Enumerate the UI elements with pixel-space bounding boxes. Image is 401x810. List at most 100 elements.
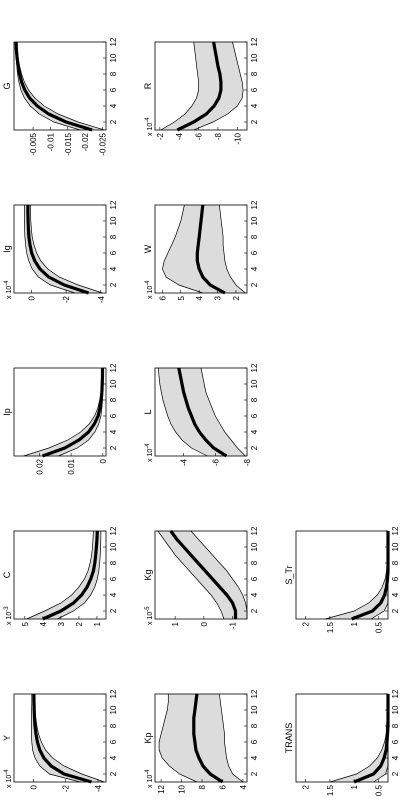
band-lower-line (219, 693, 244, 783)
x-tick-label: 2 (250, 608, 259, 613)
x-tick-label: 10 (391, 705, 400, 714)
x-tick-label: 10 (250, 705, 259, 714)
x-tick-label: 4 (391, 755, 400, 760)
y-tick-label: -2 (62, 295, 71, 303)
axes-box (154, 41, 248, 131)
x-tick-label: 4 (109, 266, 118, 271)
band-area (26, 531, 101, 619)
x-tick-label: 2 (109, 771, 118, 776)
x-tick-label: 8 (250, 723, 259, 728)
axes-box (13, 204, 107, 294)
x-tick-label: 2 (109, 282, 118, 287)
panel-7: 2 4 6 8 10 12 -8 -6 -4 x 10-4 L (143, 363, 259, 466)
y-tick-label: 5 (177, 295, 186, 300)
y-tick-label: 0 (29, 784, 38, 789)
x-tick-label: 4 (250, 266, 259, 271)
x-tick-label: 12 (391, 526, 400, 535)
axes-box (13, 41, 107, 131)
panel-8: 2 4 6 8 10 12 2 3 4 5 6 x 10-4 W (143, 200, 259, 300)
median-line (42, 368, 105, 458)
axis-multiplier: x 10-4 (145, 280, 154, 299)
x-tick-label: 2 (250, 771, 259, 776)
x-tick-label: 12 (109, 526, 118, 535)
x-tick-label: 10 (391, 542, 400, 551)
y-tick-label: 1 (93, 621, 102, 626)
x-tick-label: 8 (391, 723, 400, 728)
median-line (26, 205, 90, 295)
x-tick-label: 10 (109, 216, 118, 225)
axes-box (13, 530, 107, 620)
x-tick-label: 2 (109, 445, 118, 450)
x-tick-label: 8 (109, 723, 118, 728)
band-upper-line (31, 694, 81, 783)
x-tick-label: 8 (109, 397, 118, 402)
panel-2: 2 4 6 8 10 12 0 0.01 0.02 Ip (2, 363, 118, 475)
x-tick-label: 8 (391, 560, 400, 565)
y-tick-label: 0.5 (374, 784, 383, 796)
y-tick-label: -4 (175, 132, 184, 140)
panel-10: 2 4 6 8 10 12 0.5 1 1.5 2 TRANS (284, 689, 400, 796)
panel-title: L (143, 409, 153, 414)
axis-multiplier: x 10-4 (145, 769, 154, 788)
band-area (31, 694, 105, 782)
y-tick-label: 0.01 (67, 458, 76, 474)
median-line (14, 41, 93, 132)
x-tick-label: 2 (250, 282, 259, 287)
panel-title: Ig (2, 245, 12, 253)
panel-title: W (143, 244, 153, 253)
x-tick-label: 4 (391, 592, 400, 597)
axes-box (154, 204, 248, 294)
band-area (329, 694, 388, 782)
x-tick-label: 6 (109, 413, 118, 418)
x-tick-label: 6 (250, 413, 259, 418)
x-tick-label: 8 (109, 71, 118, 76)
band-upper-line (162, 204, 203, 294)
median-line (176, 41, 223, 132)
panel-title: TRANS (284, 723, 294, 754)
panel-0: 2 4 6 8 10 12 -4 -2 0 x 10-4 Y (2, 689, 118, 792)
x-tick-label: 2 (250, 445, 259, 450)
y-tick-label: 2 (232, 295, 241, 300)
x-tick-label: 2 (109, 608, 118, 613)
y-tick-label: 0 (200, 621, 209, 626)
x-tick-label: 10 (109, 542, 118, 551)
panel-6: 2 4 6 8 10 12 -1 0 1 x 10-5 Kg (143, 526, 259, 629)
y-tick-label: -2 (156, 132, 165, 140)
y-tick-label: 0 (99, 458, 108, 463)
y-tick-label: -0.02 (81, 132, 90, 151)
y-tick-label: 1 (171, 621, 180, 626)
x-tick-label: 12 (391, 689, 400, 698)
panel-title: C (2, 571, 12, 578)
axes-box (13, 693, 107, 783)
y-tick-label: -10 (233, 132, 242, 144)
x-tick-label: 12 (109, 37, 118, 46)
x-tick-label: 4 (109, 592, 118, 597)
panel-title: G (2, 82, 12, 89)
y-tick-label: -1 (229, 621, 238, 629)
x-tick-label: 4 (250, 103, 259, 108)
x-tick-label: 6 (109, 250, 118, 255)
median-line (169, 530, 238, 619)
x-tick-label: 10 (250, 53, 259, 62)
axes-box (13, 367, 107, 457)
x-tick-label: 12 (109, 689, 118, 698)
panel-title: R (143, 82, 153, 89)
x-tick-label: 10 (250, 216, 259, 225)
y-tick-label: 2 (302, 784, 311, 789)
band-lower-line (190, 530, 248, 619)
axes-box (154, 693, 248, 783)
y-tick-label: 8 (198, 784, 207, 789)
y-tick-label: 6 (218, 784, 227, 789)
y-tick-label: -6 (195, 132, 204, 140)
y-tick-label: -8 (243, 458, 252, 466)
band-area (160, 42, 244, 130)
x-tick-label: 4 (250, 592, 259, 597)
band-lower-line (30, 205, 103, 294)
axes-box (295, 693, 389, 783)
x-tick-label: 10 (250, 379, 259, 388)
y-tick-label: 4 (239, 784, 248, 789)
x-tick-label: 4 (109, 755, 118, 760)
y-tick-label: -4 (97, 295, 106, 303)
